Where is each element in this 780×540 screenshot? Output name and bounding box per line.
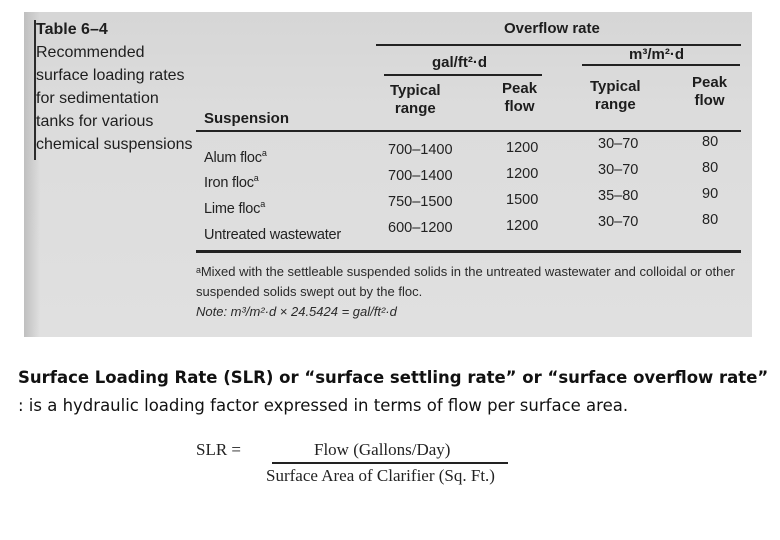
- row-typical-imperial: 700–1400: [388, 168, 453, 184]
- row-peak-metric: 80: [702, 160, 719, 176]
- header-suspension: Suspension: [204, 110, 290, 127]
- header-peak-text: Peak: [692, 74, 728, 91]
- row-peak-imperial: 1200: [506, 166, 539, 182]
- header-typical-text: Typical: [390, 82, 441, 99]
- page-shadow: [24, 12, 40, 337]
- caption-line: for sedimentation: [36, 90, 159, 107]
- table-label: Table 6–4: [36, 21, 108, 38]
- caption-line: surface loading rates: [36, 67, 185, 84]
- table-footnote: ᵃMixed with the settleable suspended sol…: [196, 262, 736, 322]
- formula-denominator: Surface Area of Clarifier (Sq. Ft.): [266, 466, 495, 485]
- footnote-note: Note: m³/m²·d × 24.5424 = gal/ft²·d: [196, 304, 397, 319]
- row-typical-imperial: 700–1400: [388, 142, 453, 158]
- row-suspension: Lime floca: [204, 199, 266, 217]
- table-caption: Table 6–4 Recommended surface loading ra…: [36, 18, 196, 156]
- header-overflow-rate: Overflow rate: [504, 20, 600, 37]
- definition-body: : is a hydraulic loading factor expresse…: [18, 396, 629, 415]
- row-typical-metric: 35–80: [598, 188, 639, 204]
- header-range-text: range: [394, 100, 436, 117]
- row-suspension: Iron floca: [204, 173, 259, 191]
- row-peak-imperial: 1200: [506, 218, 539, 234]
- header-typical-text: Typical: [590, 78, 641, 95]
- header-unit-metric: m³/m²·d: [629, 46, 684, 63]
- scanned-table-image: Table 6–4 Recommended surface loading ra…: [24, 12, 752, 337]
- header-rule-imperial: [384, 74, 542, 76]
- row-typical-imperial: 750–1500: [388, 194, 453, 210]
- header-typical-metric: Typical range: [590, 78, 641, 114]
- caption-line: Recommended: [36, 44, 145, 61]
- row-typical-metric: 30–70: [598, 214, 639, 230]
- definition-text: Surface Loading Rate (SLR) or “surface s…: [18, 364, 768, 420]
- definition-title: Surface Loading Rate (SLR) or “surface s…: [18, 368, 769, 387]
- header-range-text: range: [594, 96, 636, 113]
- header-flow-text: flow: [504, 98, 535, 115]
- header-typical-imperial: Typical range: [390, 82, 441, 118]
- formula-lhs: SLR =: [196, 440, 242, 459]
- row-typical-metric: 30–70: [598, 136, 639, 152]
- fraction-bar: [272, 462, 508, 464]
- header-rule-bottom: [196, 130, 741, 132]
- header-rule-metric: [582, 64, 740, 66]
- row-suspension: Alum floca: [204, 148, 267, 166]
- footnote-line: ᵃMixed with the settleable suspended sol…: [196, 264, 735, 279]
- row-suspension: Untreated wastewater: [204, 226, 342, 243]
- row-peak-imperial: 1200: [506, 140, 539, 156]
- row-peak-imperial: 1500: [506, 192, 539, 208]
- caption-rule: [34, 20, 36, 160]
- row-peak-metric: 80: [702, 134, 719, 150]
- header-flow-text: flow: [694, 92, 725, 109]
- row-peak-metric: 90: [702, 186, 719, 202]
- caption-line: chemical suspensions: [36, 136, 193, 153]
- table-bottom-rule: [196, 250, 741, 253]
- row-peak-metric: 80: [702, 212, 719, 228]
- slr-formula: SLR = Flow (Gallons/Day) Surface Area of…: [196, 436, 556, 496]
- header-unit-imperial: gal/ft²·d: [432, 54, 487, 71]
- header-peak-text: Peak: [502, 80, 538, 97]
- row-typical-metric: 30–70: [598, 162, 639, 178]
- header-rule-top: [376, 44, 741, 46]
- formula-numerator: Flow (Gallons/Day): [314, 440, 451, 459]
- footnote-line: suspended solids swept out by the floc.: [196, 284, 423, 299]
- row-typical-imperial: 600–1200: [388, 220, 453, 236]
- caption-line: tanks for various: [36, 113, 154, 130]
- header-peak-imperial: Peak flow: [502, 80, 537, 116]
- header-peak-metric: Peak flow: [692, 74, 727, 110]
